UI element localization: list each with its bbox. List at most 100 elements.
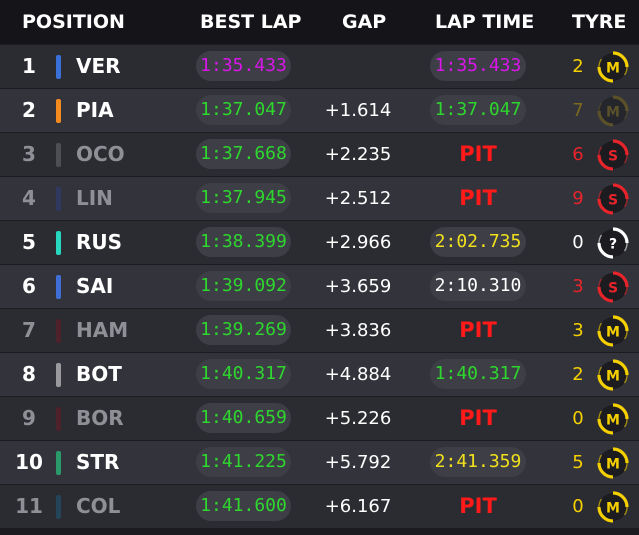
- gap-value: +2.966: [324, 232, 392, 253]
- stint-laps: 7: [572, 100, 584, 121]
- medium-tyre-icon: M: [597, 447, 629, 479]
- gap-value: +5.226: [324, 408, 392, 429]
- stint-laps: 3: [572, 276, 584, 297]
- stint-laps: 2: [572, 56, 584, 77]
- driver-code: HAM: [76, 318, 129, 342]
- gap-value: +6.167: [324, 496, 392, 517]
- last-lap-time: 2:02.735: [430, 227, 526, 257]
- gap-value: +1.614: [324, 100, 392, 121]
- svg-text:S: S: [608, 193, 618, 209]
- table-row[interactable]: 3 OCO 1:37.668 +2.235 PIT 6 S: [0, 132, 639, 176]
- position-number: 8: [22, 362, 36, 386]
- medium-tyre-icon: M: [597, 359, 629, 391]
- pit-indicator: PIT: [459, 318, 497, 342]
- team-color-bar: [56, 319, 61, 343]
- team-color-bar: [56, 143, 61, 167]
- position-number: 4: [22, 186, 36, 210]
- position-number: 2: [22, 98, 36, 122]
- driver-code: VER: [76, 54, 121, 78]
- driver-code: COL: [76, 494, 121, 518]
- position-number: 3: [22, 142, 36, 166]
- position-number: 9: [22, 406, 36, 430]
- stint-laps: 0: [572, 496, 584, 517]
- driver-code: OCO: [76, 142, 125, 166]
- medium-tyre-icon: M: [597, 403, 629, 435]
- medium-tyre-icon: M: [597, 315, 629, 347]
- last-lap-time: 1:35.433: [430, 51, 526, 81]
- last-lap-time: 2:41.359: [430, 447, 526, 477]
- pit-indicator: PIT: [459, 494, 497, 518]
- unknown-tyre-icon: ?: [597, 227, 629, 259]
- stint-laps: 0: [572, 408, 584, 429]
- soft-tyre-icon: S: [597, 271, 629, 303]
- position-number: 6: [22, 274, 36, 298]
- last-lap-time: 1:40.317: [430, 359, 526, 389]
- pit-indicator: PIT: [459, 406, 497, 430]
- position-number: 1: [22, 54, 36, 78]
- svg-text:M: M: [606, 501, 620, 517]
- stint-laps: 9: [572, 188, 584, 209]
- stint-laps: 6: [572, 144, 584, 165]
- medium-tyre-icon: M: [597, 95, 629, 127]
- table-row[interactable]: 4 LIN 1:37.945 +2.512 PIT 9 S: [0, 176, 639, 220]
- svg-text:M: M: [606, 457, 620, 473]
- driver-code: PIA: [76, 98, 114, 122]
- team-color-bar: [56, 187, 61, 211]
- best-lap-time: 1:37.668: [196, 139, 291, 169]
- best-lap-time: 1:38.399: [196, 227, 291, 257]
- best-lap-time: 1:37.945: [196, 183, 291, 213]
- team-color-bar: [56, 231, 61, 255]
- stint-laps: 0: [572, 232, 584, 253]
- best-lap-time: 1:41.600: [196, 491, 291, 521]
- stint-laps: 2: [572, 364, 584, 385]
- team-color-bar: [56, 451, 61, 475]
- position-number: 7: [22, 318, 36, 342]
- soft-tyre-icon: S: [597, 183, 629, 215]
- header-position: POSITION: [22, 11, 125, 33]
- header-gap: GAP: [342, 11, 387, 33]
- pit-indicator: PIT: [459, 186, 497, 210]
- table-row[interactable]: 9 BOR 1:40.659 +5.226 PIT 0 M: [0, 396, 639, 440]
- best-lap-time: 1:37.047: [196, 95, 291, 125]
- team-color-bar: [56, 55, 61, 79]
- medium-tyre-icon: M: [597, 51, 629, 83]
- position-number: 10: [15, 450, 43, 474]
- table-row[interactable]: 6 SAI 1:39.092 +3.659 2:10.310 3 S: [0, 264, 639, 308]
- svg-text:M: M: [606, 369, 620, 385]
- best-lap-time: 1:35.433: [196, 51, 291, 81]
- header-lap-time: LAP TIME: [435, 11, 535, 33]
- pit-indicator: PIT: [459, 142, 497, 166]
- medium-tyre-icon: M: [597, 491, 629, 523]
- gap-value: +4.884: [324, 364, 392, 385]
- best-lap-time: 1:39.269: [196, 315, 291, 345]
- soft-tyre-icon: S: [597, 139, 629, 171]
- best-lap-time: 1:39.092: [196, 271, 291, 301]
- best-lap-time: 1:41.225: [196, 447, 291, 477]
- team-color-bar: [56, 99, 61, 123]
- header-tyre: TYRE: [572, 11, 627, 33]
- table-row[interactable]: 1 VER 1:35.433 1:35.433 2 M: [0, 44, 639, 88]
- svg-text:M: M: [606, 61, 620, 77]
- stint-laps: 5: [572, 452, 584, 473]
- table-row[interactable]: 8 BOT 1:40.317 +4.884 1:40.317 2 M: [0, 352, 639, 396]
- driver-code: SAI: [76, 274, 114, 298]
- driver-code: BOT: [76, 362, 122, 386]
- table-row[interactable]: 10 STR 1:41.225 +5.792 2:41.359 5 M: [0, 440, 639, 484]
- svg-text:M: M: [606, 325, 620, 341]
- gap-value: +2.235: [324, 144, 392, 165]
- svg-text:M: M: [606, 413, 620, 429]
- gap-value: +2.512: [324, 188, 392, 209]
- team-color-bar: [56, 407, 61, 431]
- best-lap-time: 1:40.659: [196, 403, 291, 433]
- table-header: POSITION BEST LAP GAP LAP TIME TYRE: [0, 0, 639, 44]
- team-color-bar: [56, 275, 61, 299]
- driver-code: RUS: [76, 230, 123, 254]
- table-row[interactable]: 2 PIA 1:37.047 +1.614 1:37.047 7 M: [0, 88, 639, 132]
- table-row[interactable]: 5 RUS 1:38.399 +2.966 2:02.735 0?: [0, 220, 639, 264]
- gap-value: +3.836: [324, 320, 392, 341]
- table-row[interactable]: 11 COL 1:41.600 +6.167 PIT 0 M: [0, 484, 639, 528]
- table-row[interactable]: 7 HAM 1:39.269 +3.836 PIT 3 M: [0, 308, 639, 352]
- last-lap-time: 1:37.047: [430, 95, 526, 125]
- driver-code: STR: [76, 450, 120, 474]
